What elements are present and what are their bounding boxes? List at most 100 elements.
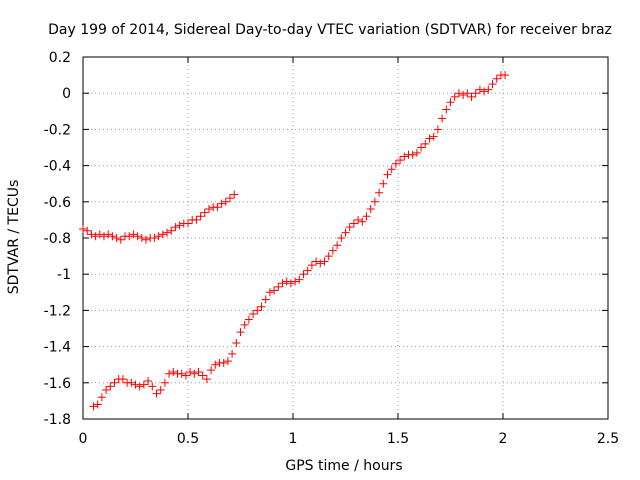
data-point	[171, 223, 180, 232]
data-point	[200, 208, 209, 217]
data-point	[118, 375, 127, 384]
data-point	[93, 400, 102, 409]
data-point	[89, 402, 98, 411]
data-point	[202, 375, 211, 384]
y-tick-label: -1.2	[44, 303, 71, 319]
data-point	[186, 367, 195, 376]
data-point	[190, 369, 199, 378]
data-point	[108, 232, 117, 241]
data-point	[345, 223, 354, 232]
data-point	[137, 234, 146, 242]
data-point	[167, 226, 176, 235]
data-point	[87, 230, 96, 239]
data-point	[230, 190, 239, 199]
data-point	[379, 179, 388, 188]
data-point	[387, 165, 396, 174]
data-point	[194, 367, 203, 376]
data-point	[362, 212, 371, 221]
y-tick-label: -0.2	[44, 122, 71, 138]
data-point	[337, 234, 346, 242]
data-point	[152, 389, 161, 398]
data-point	[236, 328, 245, 337]
data-point	[438, 114, 447, 123]
data-point	[333, 241, 342, 250]
data-point	[198, 371, 207, 380]
data-point	[79, 224, 87, 233]
data-point	[433, 125, 442, 134]
data-point	[240, 320, 249, 329]
data-point	[91, 232, 100, 241]
chart-title: Day 199 of 2014, Sidereal Day-to-day VTE…	[48, 22, 612, 38]
data-point	[471, 89, 480, 98]
data-point	[303, 266, 312, 275]
data-point	[425, 134, 434, 143]
data-point	[110, 378, 119, 387]
data-point	[370, 197, 379, 206]
data-point	[286, 279, 295, 288]
data-point	[116, 235, 125, 244]
data-point	[223, 357, 232, 366]
data-point	[95, 230, 104, 239]
data-point	[226, 194, 234, 203]
x-tick-label: 1.5	[387, 431, 409, 447]
data-point	[278, 279, 287, 288]
data-point	[160, 378, 169, 387]
data-point	[177, 369, 186, 378]
data-point	[450, 92, 459, 101]
data-point	[475, 85, 484, 94]
data-point	[144, 376, 153, 385]
data-point	[158, 230, 167, 239]
data-point	[328, 246, 337, 255]
data-point	[97, 393, 106, 402]
data-point	[261, 295, 270, 304]
data-markers	[79, 71, 510, 411]
data-point	[211, 360, 220, 369]
data-point	[412, 148, 421, 157]
x-axis-label: GPS time / hours	[285, 458, 402, 474]
data-point	[446, 98, 455, 107]
y-tick-label: -0.8	[44, 231, 71, 247]
data-point	[253, 306, 262, 315]
data-point	[219, 358, 228, 367]
data-point	[133, 232, 142, 241]
data-point	[480, 87, 489, 96]
y-tick-label: -1	[57, 267, 71, 283]
data-point	[270, 286, 279, 295]
data-point	[484, 85, 493, 94]
axis-ticks: 0 0.5 1 1.5 2 2.5 0.2 0 -0.2 -0.4 -0.6 -0.8 -1 -1.2 -1…	[44, 50, 619, 447]
data-point	[501, 71, 510, 80]
data-point	[135, 382, 144, 391]
y-tick-label: -0.6	[44, 195, 71, 211]
data-point	[100, 232, 108, 241]
data-point	[291, 277, 300, 286]
data-point	[213, 203, 222, 212]
data-point	[129, 230, 138, 239]
data-point	[282, 277, 291, 286]
data-point	[228, 349, 237, 358]
gridlines	[83, 57, 608, 419]
data-point	[127, 378, 136, 387]
data-point	[257, 302, 266, 311]
data-point	[181, 371, 190, 380]
data-point	[316, 259, 325, 268]
data-point	[274, 282, 283, 291]
x-tick-label: 0.5	[177, 431, 199, 447]
data-point	[106, 382, 115, 391]
data-point	[341, 228, 350, 237]
y-tick-label: -0.4	[44, 159, 71, 175]
y-tick-label: -1.4	[44, 340, 71, 356]
y-tick-label: -1.8	[44, 412, 71, 428]
data-point	[383, 170, 392, 179]
data-point	[454, 89, 463, 98]
data-point	[391, 159, 400, 168]
data-point	[408, 150, 417, 159]
data-point	[265, 288, 274, 297]
data-point	[104, 230, 113, 239]
data-point	[307, 261, 316, 270]
data-point	[232, 338, 241, 347]
data-point	[217, 199, 226, 208]
data-point	[184, 219, 192, 228]
data-point	[396, 156, 405, 165]
